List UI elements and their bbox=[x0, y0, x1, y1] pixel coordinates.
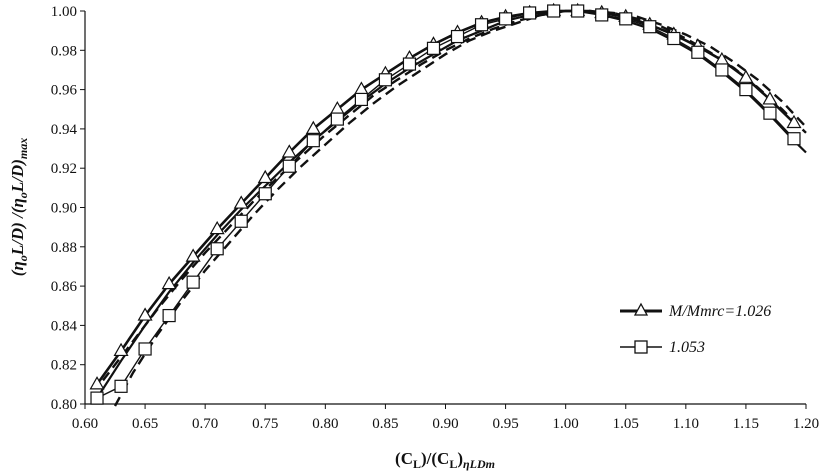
data-point-square bbox=[571, 4, 585, 18]
data-point-square bbox=[547, 4, 561, 18]
y-tick-label: 0.96 bbox=[51, 83, 78, 99]
x-tick-label: 0.70 bbox=[192, 416, 218, 432]
data-point-triangle bbox=[281, 144, 297, 158]
legend-label-series-2: 1.053 bbox=[669, 339, 705, 356]
x-tick-label: 1.20 bbox=[793, 416, 819, 432]
x-tick-label: 0.85 bbox=[372, 416, 398, 432]
legend-triangle-marker bbox=[633, 302, 649, 316]
y-tick-label: 0.88 bbox=[51, 240, 77, 256]
data-point-square bbox=[498, 12, 513, 26]
data-point-square bbox=[450, 29, 465, 44]
legend-square-marker bbox=[634, 340, 648, 354]
data-point-triangle bbox=[786, 114, 802, 129]
data-point-triangle bbox=[161, 275, 177, 290]
data-point-square bbox=[595, 8, 609, 22]
y-tick-label: 0.80 bbox=[51, 397, 77, 413]
legend-entry-series-2: 1.053 bbox=[620, 339, 705, 356]
data-point-triangle bbox=[762, 91, 778, 105]
x-tick-label: 0.60 bbox=[72, 416, 98, 432]
data-point-triangle bbox=[305, 120, 321, 134]
y-tick-label: 0.94 bbox=[51, 122, 78, 138]
data-point-square bbox=[402, 57, 417, 71]
y-tick-label: 0.84 bbox=[51, 318, 78, 334]
x-tick-label: 0.90 bbox=[432, 416, 458, 432]
data-point-triangle bbox=[353, 81, 369, 95]
x-axis-title: (CL)/(CL)ηLDm bbox=[395, 449, 495, 471]
data-point-square bbox=[426, 41, 441, 55]
markers bbox=[89, 2, 802, 405]
data-point-square bbox=[619, 12, 633, 26]
x-tick-label: 0.80 bbox=[312, 416, 338, 432]
x-tick-label: 1.10 bbox=[673, 416, 699, 432]
data-point-square bbox=[691, 45, 705, 59]
data-point-triangle bbox=[89, 376, 105, 390]
legend-entry-series-1: M/Mmrc=1.026 bbox=[620, 302, 771, 320]
data-point-triangle bbox=[185, 248, 201, 262]
data-point-triangle bbox=[257, 169, 273, 184]
data-point-square bbox=[186, 275, 200, 289]
data-point-square bbox=[114, 379, 128, 393]
data-point-square bbox=[90, 391, 104, 405]
data-point-square bbox=[667, 31, 681, 46]
y-tick-label: 0.82 bbox=[51, 358, 77, 374]
y-tick-label: 0.98 bbox=[51, 43, 77, 59]
y-tick-label: 0.90 bbox=[51, 201, 77, 217]
data-point-square bbox=[282, 159, 296, 173]
data-point-square bbox=[643, 20, 657, 34]
fit-curve-1 bbox=[102, 9, 807, 382]
data-point-square bbox=[210, 242, 224, 256]
x-tick-label: 1.15 bbox=[733, 416, 759, 432]
x-tick-label: 1.05 bbox=[613, 416, 639, 432]
data-point-square bbox=[138, 342, 152, 356]
data-point-square bbox=[354, 92, 368, 107]
data-point-square bbox=[258, 187, 272, 201]
tick-labels: 0.80 0.82 0.84 0.86 0.88 0.90 0.92 0.94 0.96 0.98… bbox=[51, 4, 819, 432]
series-line-1 bbox=[95, 9, 795, 386]
data-point-square bbox=[474, 18, 489, 32]
data-point-square bbox=[306, 134, 320, 148]
y-tick-label: 0.86 bbox=[51, 279, 78, 295]
y-axis-title: (ηoL/D) /(ηoL/D)max bbox=[8, 138, 30, 276]
x-tick-label: 0.75 bbox=[252, 416, 278, 432]
data-point-triangle bbox=[209, 220, 225, 235]
data-point-square bbox=[523, 6, 537, 20]
data-point-square bbox=[330, 112, 344, 126]
data-point-square bbox=[787, 132, 801, 146]
data-point-square bbox=[715, 63, 729, 77]
y-tick-label: 1.00 bbox=[51, 4, 77, 20]
data-point-square bbox=[234, 214, 248, 228]
data-point-square bbox=[739, 82, 753, 97]
legend-label-series-1: M/Mmrc=1.026 bbox=[668, 303, 771, 320]
legend: M/Mmrc=1.026 1.053 bbox=[620, 302, 771, 356]
data-point-triangle bbox=[113, 342, 129, 357]
x-tick-label: 0.65 bbox=[132, 416, 158, 432]
data-point-square bbox=[378, 73, 393, 87]
data-point-square bbox=[162, 308, 176, 323]
data-point-triangle bbox=[137, 307, 153, 321]
x-tick-label: 0.95 bbox=[492, 416, 518, 432]
data-point-triangle bbox=[738, 69, 754, 83]
data-point-triangle bbox=[233, 195, 249, 209]
axes bbox=[80, 10, 807, 409]
fit-curve-2 bbox=[113, 9, 807, 407]
x-tick-label: 1.00 bbox=[553, 416, 579, 432]
y-tick-label: 0.92 bbox=[51, 161, 77, 177]
data-point-square bbox=[763, 106, 777, 120]
